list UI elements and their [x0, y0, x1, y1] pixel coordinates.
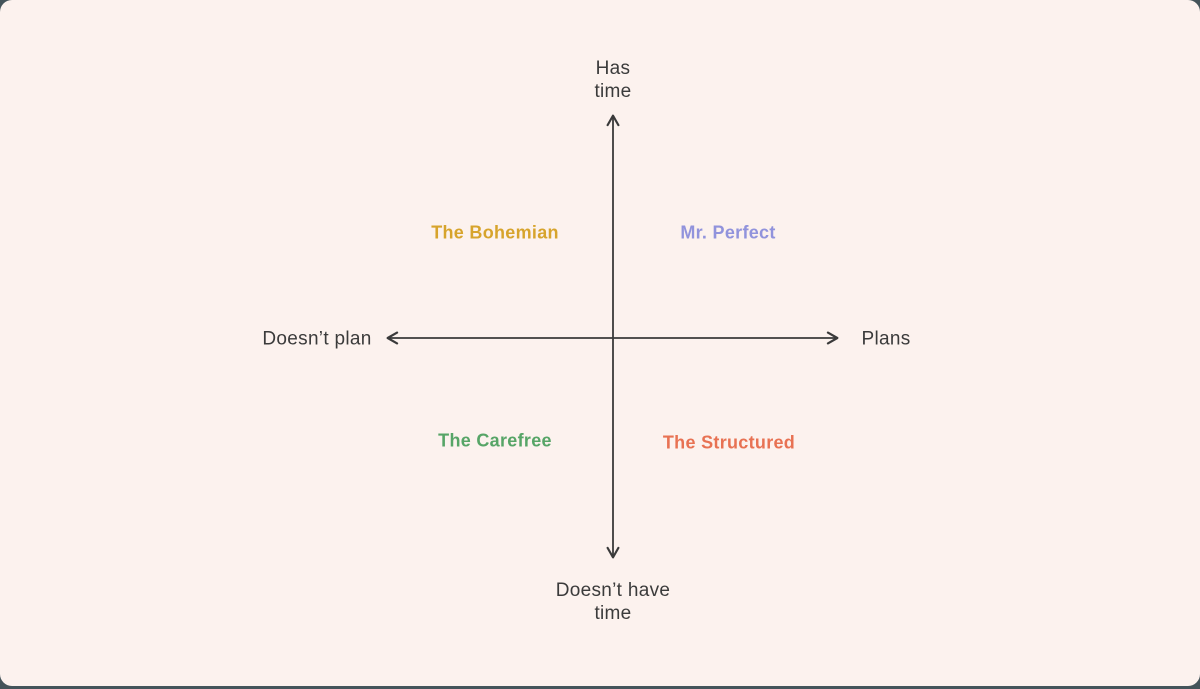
axis-label-doesnt-plan: Doesn’t plan: [262, 328, 372, 350]
axis-label-plans: Plans: [861, 328, 911, 350]
axis-label-has-time: Has time: [594, 58, 632, 102]
quadrant-label-mr-perfect: Mr. Perfect: [680, 222, 776, 243]
quadrant-label-the-bohemian: The Bohemian: [431, 222, 559, 243]
quadrant-label-the-carefree: The Carefree: [438, 430, 552, 451]
axis-label-doesnt-have-time: Doesn’t have time: [555, 580, 671, 624]
quadrant-label-the-structured: The Structured: [662, 432, 796, 453]
